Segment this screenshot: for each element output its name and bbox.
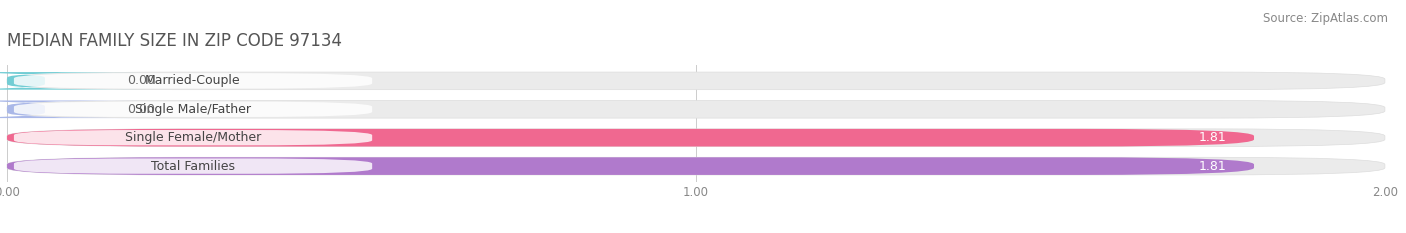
Text: 0.00: 0.00 — [128, 103, 156, 116]
FancyBboxPatch shape — [7, 157, 1254, 175]
Text: 1.81: 1.81 — [1199, 160, 1226, 173]
Text: Total Families: Total Families — [150, 160, 235, 173]
FancyBboxPatch shape — [14, 73, 373, 89]
Text: 0.00: 0.00 — [128, 74, 156, 87]
FancyBboxPatch shape — [7, 129, 1254, 147]
FancyBboxPatch shape — [7, 129, 1385, 147]
FancyBboxPatch shape — [7, 157, 1385, 175]
Text: Single Female/Mother: Single Female/Mother — [125, 131, 262, 144]
Text: Married-Couple: Married-Couple — [145, 74, 240, 87]
FancyBboxPatch shape — [0, 72, 145, 90]
FancyBboxPatch shape — [7, 100, 1385, 118]
FancyBboxPatch shape — [0, 100, 145, 118]
FancyBboxPatch shape — [7, 72, 1385, 90]
Text: Source: ZipAtlas.com: Source: ZipAtlas.com — [1263, 12, 1388, 25]
Text: MEDIAN FAMILY SIZE IN ZIP CODE 97134: MEDIAN FAMILY SIZE IN ZIP CODE 97134 — [7, 32, 342, 50]
Text: Single Male/Father: Single Male/Father — [135, 103, 252, 116]
FancyBboxPatch shape — [14, 158, 373, 174]
Text: 1.81: 1.81 — [1199, 131, 1226, 144]
FancyBboxPatch shape — [14, 130, 373, 145]
FancyBboxPatch shape — [14, 102, 373, 117]
